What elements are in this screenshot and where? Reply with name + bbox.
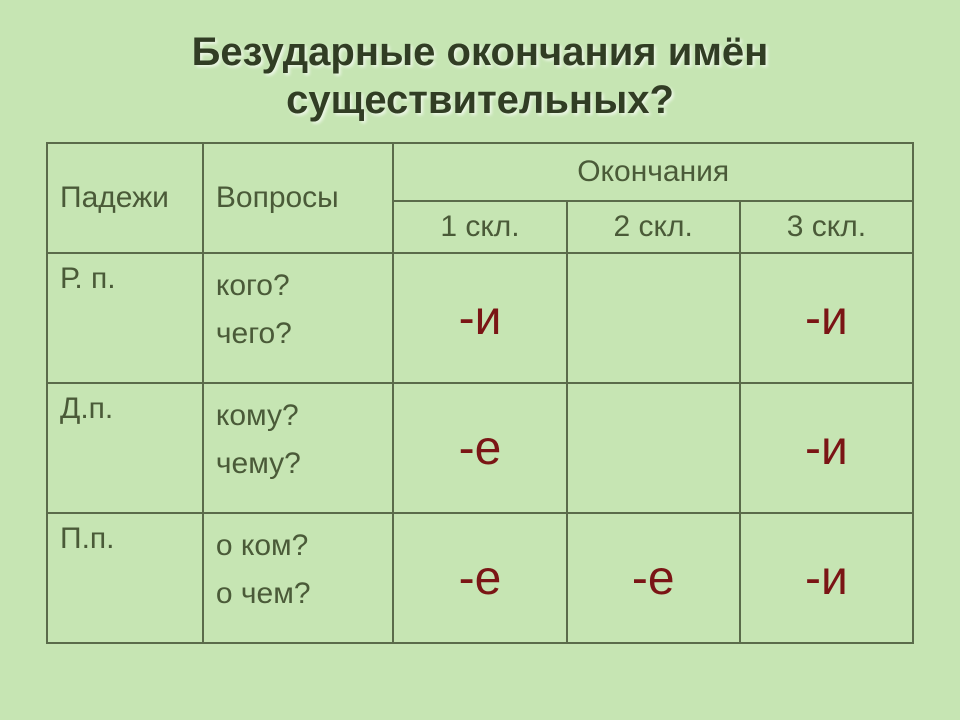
header-endings: Окончания	[393, 143, 913, 201]
table-row: Р. п. кого? чего? -и -и	[47, 253, 913, 383]
slide-container: Безударные окончания имён существительны…	[0, 0, 960, 720]
ending-cell: -и	[393, 253, 566, 383]
slide-title: Безударные окончания имён существительны…	[46, 28, 914, 124]
question-2: о чем?	[216, 577, 311, 610]
header-questions: Вопросы	[203, 143, 394, 253]
ending-cell: -и	[740, 383, 913, 513]
title-line-2: существительных?	[286, 78, 674, 122]
question-cell: кого? чего?	[203, 253, 394, 383]
table-header-row-1: Падежи Вопросы Окончания	[47, 143, 913, 201]
header-skl2: 2 скл.	[567, 201, 740, 253]
ending-cell: -е	[393, 383, 566, 513]
table-row: Д.п. кому? чему? -е -и	[47, 383, 913, 513]
header-case: Падежи	[47, 143, 203, 253]
endings-table: Падежи Вопросы Окончания 1 скл. 2 скл. 3…	[46, 142, 914, 644]
table-row: П.п. о ком? о чем? -е -е -и	[47, 513, 913, 643]
question-1: кому?	[216, 399, 299, 432]
question-2: чему?	[216, 447, 301, 480]
ending-cell	[567, 383, 740, 513]
case-cell: П.п.	[47, 513, 203, 643]
title-line-1: Безударные окончания имён	[192, 30, 769, 74]
case-cell: Р. п.	[47, 253, 203, 383]
ending-cell: -и	[740, 253, 913, 383]
question-cell: о ком? о чем?	[203, 513, 394, 643]
question-2: чего?	[216, 317, 292, 350]
ending-cell: -е	[393, 513, 566, 643]
ending-cell: -и	[740, 513, 913, 643]
question-1: о ком?	[216, 529, 308, 562]
question-1: кого?	[216, 269, 290, 302]
question-cell: кому? чему?	[203, 383, 394, 513]
case-cell: Д.п.	[47, 383, 203, 513]
header-skl3: 3 скл.	[740, 201, 913, 253]
header-skl1: 1 скл.	[393, 201, 566, 253]
ending-cell	[567, 253, 740, 383]
ending-cell: -е	[567, 513, 740, 643]
